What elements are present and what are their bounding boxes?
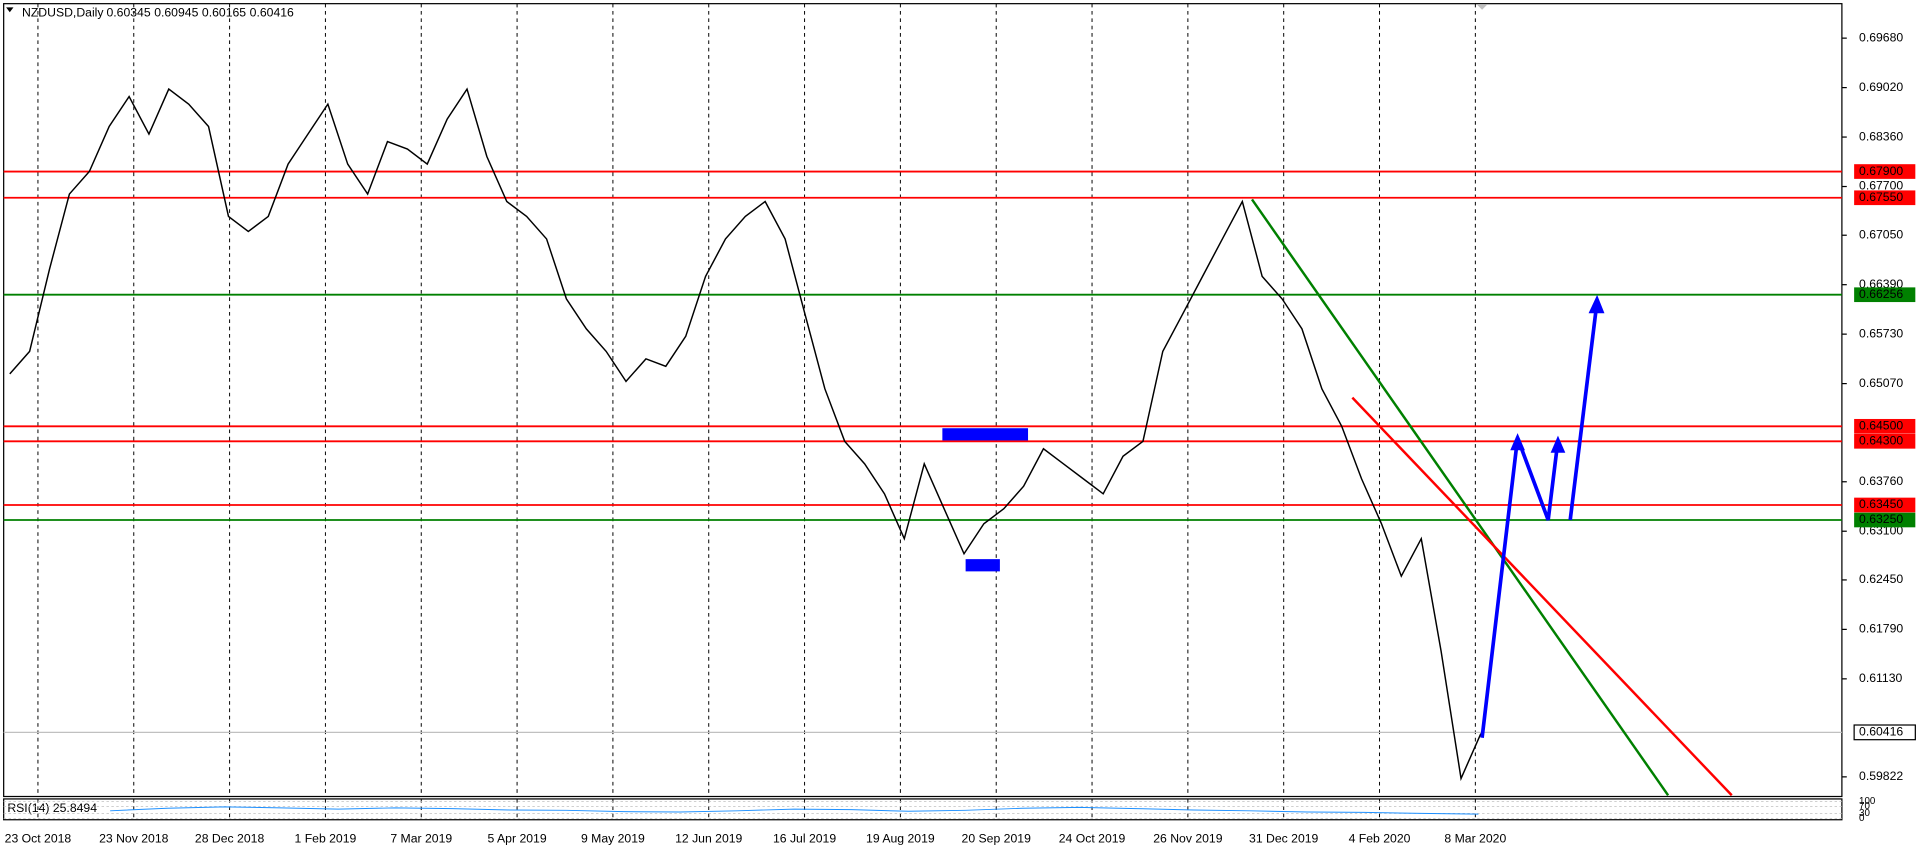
x-tick-label: 19 Aug 2019 [866, 832, 935, 846]
x-tick-label: 8 Mar 2020 [1444, 832, 1506, 846]
level-label-bg [1854, 433, 1916, 449]
rsi-tick-label: 70 [1859, 801, 1870, 812]
zone [942, 428, 1029, 441]
y-tick-label: 0.65070 [1859, 376, 1903, 390]
x-tick-label: 20 Sep 2019 [962, 832, 1032, 846]
chart-title: NZDUSD,Daily [22, 6, 104, 20]
level-label: 0.67550 [1859, 190, 1903, 204]
price-line [9, 87, 1482, 782]
level-label-bg [1854, 512, 1916, 528]
x-tick-label: 23 Nov 2018 [99, 832, 169, 846]
x-tick-label: 7 Mar 2019 [390, 832, 452, 846]
x-tick-label: 16 Jul 2019 [773, 832, 836, 846]
x-tick-label: 9 May 2019 [581, 832, 645, 846]
rsi-label: RSI(14) 25.8494 [7, 801, 97, 815]
level-label: 0.60416 [1859, 725, 1903, 739]
arrow-head [1510, 433, 1525, 451]
level-label: 0.66256 [1859, 287, 1903, 301]
y-tick-label: 0.69680 [1859, 30, 1903, 44]
level-label-bg [1854, 418, 1916, 434]
rsi-line [110, 806, 1479, 815]
shift-marker [1477, 4, 1487, 10]
plot-frame [3, 3, 1843, 798]
y-tick-label: 0.67700 [1859, 179, 1903, 193]
rsi-frame [3, 798, 1843, 821]
rsi-tick-label: 100 [1859, 796, 1876, 807]
y-tick-label: 0.59822 [1859, 769, 1903, 783]
x-tick-label: 5 Apr 2019 [488, 832, 547, 846]
y-tick-label: 0.63760 [1859, 474, 1903, 488]
arrow-path [1568, 300, 1599, 521]
y-tick-label: 0.69020 [1859, 80, 1903, 94]
zone [965, 559, 1000, 572]
level-label-bg [1854, 497, 1916, 513]
level-label-bg [1854, 164, 1916, 179]
level-label-bg [1854, 190, 1916, 206]
x-tick-label: 12 Jun 2019 [675, 832, 742, 846]
ohlc-value: 0.60416 [250, 6, 294, 20]
x-tick-label: 26 Nov 2019 [1153, 832, 1223, 846]
trend-line [1250, 198, 1670, 796]
level-label: 0.63450 [1859, 497, 1903, 511]
y-tick-label: 0.65730 [1859, 326, 1903, 340]
y-tick-label: 0.62450 [1859, 572, 1903, 586]
x-tick-label: 24 Oct 2019 [1059, 832, 1126, 846]
level-label-bg [1854, 287, 1916, 303]
arrow-head [1550, 435, 1566, 453]
arrow-path [1480, 437, 1560, 738]
level-label: 0.63250 [1859, 512, 1903, 526]
x-tick-label: 23 Oct 2018 [5, 832, 72, 846]
level-label: 0.67900 [1859, 164, 1903, 178]
y-tick-label: 0.61790 [1859, 622, 1903, 636]
rsi-tick-label: 30 [1859, 808, 1870, 819]
rsi-tick-label: 0 [1859, 813, 1865, 824]
ohlc-value: 0.60165 [202, 6, 246, 20]
x-tick-label: 28 Dec 2018 [195, 832, 265, 846]
arrow-head [1588, 294, 1605, 314]
ohlc-value: 0.60345 [106, 6, 150, 20]
level-label: 0.64300 [1859, 434, 1903, 448]
ohlc-value: 0.60945 [154, 6, 198, 20]
trend-line [1351, 396, 1733, 797]
y-tick-label: 0.61130 [1859, 671, 1902, 685]
y-tick-label: 0.67050 [1859, 227, 1903, 241]
x-tick-label: 31 Dec 2019 [1249, 832, 1319, 846]
level-label: 0.64500 [1859, 419, 1903, 433]
annotations [942, 198, 1733, 797]
level-label-bg [1853, 724, 1916, 741]
menu-icon [6, 7, 14, 13]
x-tick-label: 4 Feb 2020 [1349, 832, 1411, 846]
x-tick-label: 1 Feb 2019 [295, 832, 357, 846]
y-tick-label: 0.68360 [1859, 129, 1903, 143]
